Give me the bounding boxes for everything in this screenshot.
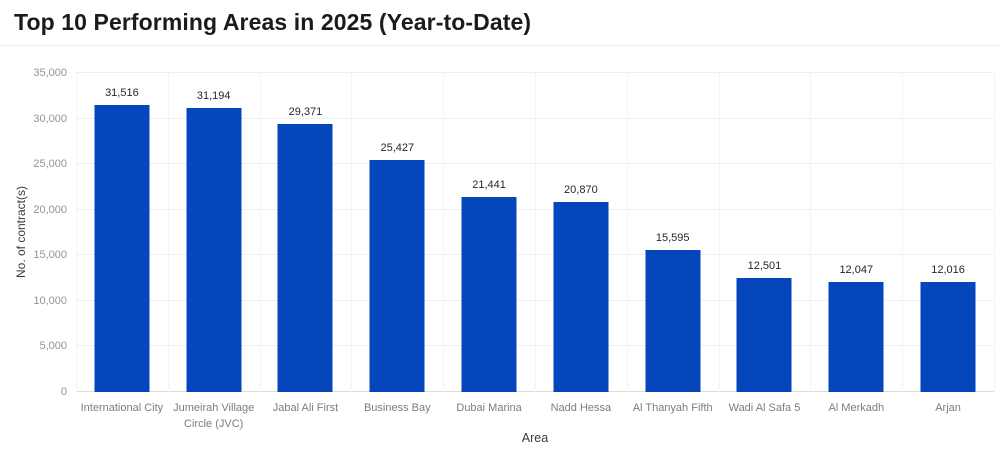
y-tick-label: 35,000	[33, 67, 67, 79]
plot-area: 0 5,000 10,000 15,000 20,000 25,000 30,000 35,0…	[33, 67, 995, 430]
bar-value-label: 20,870	[564, 183, 598, 196]
gridline	[76, 73, 77, 392]
x-tick-label: Al Thanyah Fifth	[632, 402, 713, 414]
bar[interactable]	[461, 196, 517, 392]
gridline	[76, 72, 994, 73]
bar-value-label: 31,194	[196, 89, 231, 102]
bar[interactable]	[277, 124, 333, 392]
bar-value-label: 12,501	[747, 260, 782, 273]
gridline	[167, 73, 169, 392]
bar-value-label: 25,427	[380, 142, 415, 155]
gridline	[351, 73, 353, 392]
bars-container: 31,516 31,194 29,371 25,427 21,441 20,870 15,5…	[76, 73, 994, 392]
bar-category: 25,427	[351, 73, 443, 392]
bar[interactable]	[920, 282, 976, 392]
bar-value-label: 12,016	[931, 264, 965, 277]
gridline	[535, 73, 536, 392]
y-tick-label: 10,000	[33, 294, 67, 307]
chart-title: Top 10 Performing Areas in 2025 (Year-to…	[14, 9, 532, 35]
bar[interactable]	[553, 201, 609, 392]
gridline	[810, 73, 812, 392]
gridline	[443, 73, 445, 392]
gridline	[259, 73, 261, 392]
gridline	[994, 73, 995, 392]
bar-category: 15,595	[627, 73, 719, 392]
bar-category: 12,047	[810, 73, 902, 392]
x-tick-label: Al Merkadh	[828, 402, 885, 414]
chart-header: Top 10 Performing Areas in 2025 (Year-to…	[0, 0, 1000, 46]
bar-value-label: 12,047	[839, 264, 874, 277]
y-tick-label: 25,000	[33, 158, 67, 171]
bar-category: 31,516	[76, 73, 168, 392]
bar[interactable]	[828, 282, 884, 392]
bar-value-label: 15,595	[655, 231, 690, 244]
bar-category: 29,371	[260, 73, 352, 392]
bar[interactable]	[369, 160, 425, 392]
gridline	[902, 73, 904, 392]
bar-chart: No. of contract(s) 0 5,000 10,000 15,000 20,…	[0, 47, 1000, 453]
y-tick-label: 30,000	[33, 112, 67, 125]
x-axis-labels: International City Jumeirah Village Circl…	[76, 401, 994, 433]
x-tick-label: Jabal Ali First	[272, 402, 339, 414]
x-tick-label: International City	[80, 402, 164, 414]
bar-value-label: 21,441	[472, 178, 506, 191]
bar[interactable]	[186, 107, 242, 392]
y-axis-title: No. of contract(s)	[14, 185, 28, 279]
x-tick-label: Arjan	[935, 402, 961, 414]
bar-value-label: 29,371	[288, 106, 323, 119]
x-axis-title: Area	[521, 431, 549, 445]
y-tick-label: 0	[60, 386, 67, 398]
bar-category: 20,870	[535, 73, 627, 392]
bar[interactable]	[94, 104, 150, 392]
bar[interactable]	[645, 249, 701, 392]
bar-category: 31,194	[168, 73, 260, 392]
gridline	[626, 73, 628, 392]
x-tick-label: Jumeirah Village Circle (JVC)	[173, 402, 255, 430]
y-tick-label: 15,000	[33, 249, 67, 262]
x-tick-label: Wadi Al Safa 5	[728, 402, 801, 414]
x-tick-label: Dubai Marina	[456, 402, 522, 414]
x-tick-label: Nadd Hessa	[550, 402, 612, 414]
gridline	[718, 73, 720, 392]
bar-category: 12,016	[902, 73, 994, 392]
bar-category: 21,441	[443, 73, 535, 392]
x-tick-label: Business Bay	[363, 402, 431, 414]
bar[interactable]	[736, 278, 792, 392]
bar-value-label: 31,516	[105, 86, 139, 99]
y-tick-label: 5,000	[39, 340, 67, 353]
y-tick-label: 20,000	[33, 203, 67, 216]
bar-category: 12,501	[719, 73, 811, 392]
